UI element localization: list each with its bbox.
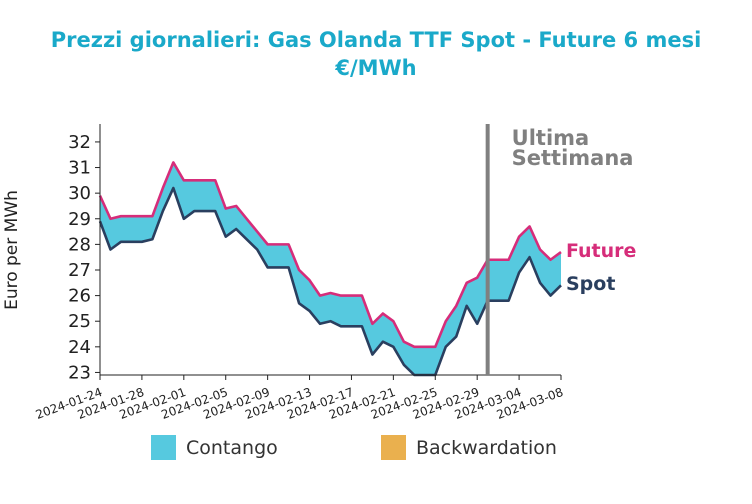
y-tick-label: 24 xyxy=(68,337,91,358)
chart-title: Prezzi giornalieri: Gas Olanda TTF Spot … xyxy=(0,26,752,82)
y-tick-label: 25 xyxy=(68,311,91,332)
legend-label-backwardation: Backwardation xyxy=(416,437,557,459)
legend: Contango Backwardation xyxy=(151,435,557,460)
legend-swatch-contango xyxy=(151,435,176,460)
axes-group: 232425262728293031322024-01-242024-01-28… xyxy=(34,124,565,422)
y-tick-label: 29 xyxy=(68,209,91,230)
y-tick-label: 30 xyxy=(68,183,91,204)
series-line-future xyxy=(98,161,562,349)
legend-swatch-backwardation xyxy=(381,435,406,460)
series-label-future: Future xyxy=(566,240,636,262)
vertical-marker-label: Ultima xyxy=(512,126,590,150)
y-tick-label: 32 xyxy=(68,132,91,153)
y-tick-label: 27 xyxy=(68,260,91,281)
series-lines-group xyxy=(98,161,562,377)
y-axis-label: Euro per MWh xyxy=(2,190,22,310)
chart-title-line-1: Prezzi giornalieri: Gas Olanda TTF Spot … xyxy=(50,28,702,52)
series-label-spot: Spot xyxy=(566,273,615,295)
vertical-marker-label: Settimana xyxy=(512,146,634,170)
y-tick-label: 26 xyxy=(68,286,91,307)
chart-title-line-2: €/MWh xyxy=(335,56,417,80)
series-line-spot xyxy=(98,186,562,377)
y-tick-label: 31 xyxy=(68,158,91,179)
y-tick-label: 28 xyxy=(68,234,91,255)
legend-label-contango: Contango xyxy=(186,437,278,459)
y-tick-label: 23 xyxy=(68,362,91,383)
